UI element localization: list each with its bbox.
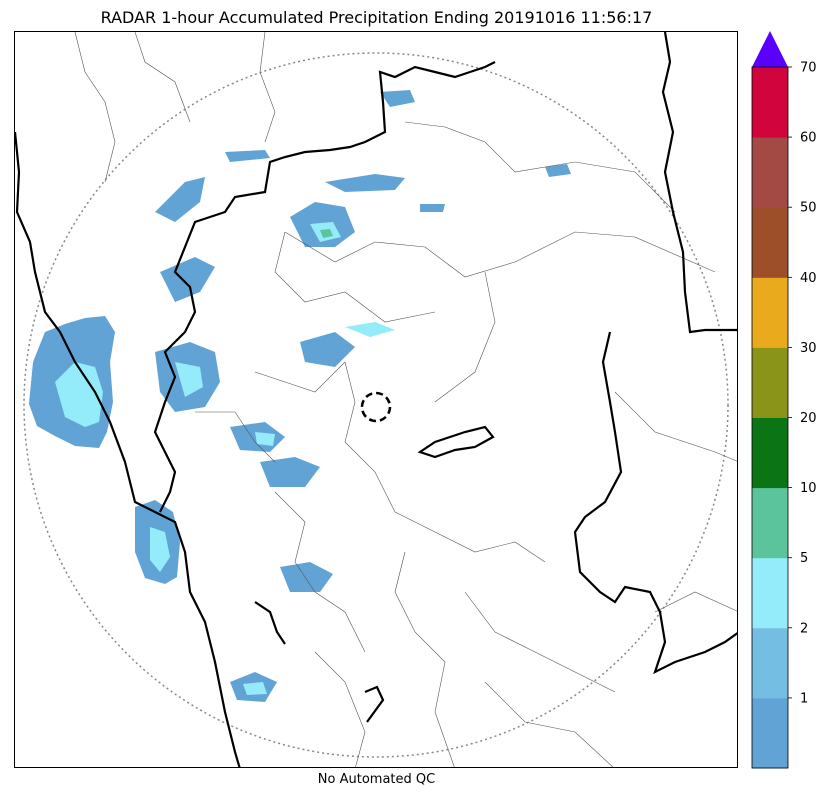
colorbar-bin: [752, 67, 788, 138]
colorbar-tick-label: 20: [800, 411, 817, 426]
colorbar: 1 2 5 10 20 30 40 50 60 70: [751, 31, 817, 769]
colorbar-bin: [752, 277, 788, 348]
range-ring: [23, 52, 729, 758]
echo-band-2: [160, 257, 215, 302]
colorbar-bin: [752, 347, 788, 418]
colorbar-tick-label: 5: [800, 551, 808, 566]
echo-south-2-core: [243, 682, 267, 695]
colorbar-tick-label: 2: [800, 621, 808, 636]
colorbar-tick-label: 60: [800, 131, 817, 146]
colorbar-bin: [752, 137, 788, 208]
colorbar-svg: 1 2 5 10 20 30 40 50 60 70: [751, 31, 817, 769]
colorbar-bin: [752, 557, 788, 629]
echo-south-coast-core: [150, 527, 170, 572]
echo-band-3-core: [175, 362, 203, 397]
echo-south-1: [280, 562, 333, 592]
echo-band-1: [155, 177, 205, 222]
echo-middle-1: [300, 332, 355, 367]
colorbar-tick-label: 50: [800, 201, 817, 216]
colorbar-bin: [752, 627, 788, 699]
echo-strip-3: [420, 204, 445, 212]
map-title: RADAR 1-hour Accumulated Precipitation E…: [100, 8, 653, 27]
echo-middle-3: [260, 457, 320, 487]
qc-note: No Automated QC: [317, 772, 436, 787]
echo-middle-2-core: [255, 432, 275, 446]
colorbar-bin: [752, 487, 788, 559]
echo-strip-2: [225, 150, 270, 162]
echo-east: [545, 164, 571, 177]
colorbar-tick-label: 1: [800, 691, 808, 706]
radar-map-svg: [15, 32, 737, 767]
colorbar-bin: [752, 697, 788, 769]
state-boundaries: [15, 32, 737, 767]
colorbar-tick-label: 40: [800, 271, 817, 286]
colorbar-extend-triangle: [752, 31, 788, 67]
echo-strip-1: [325, 174, 405, 192]
colorbar-bin: [752, 207, 788, 278]
echo-strip-4: [345, 322, 395, 337]
echo-coastal-west-core: [55, 362, 103, 427]
district-boundaries: [74, 32, 737, 767]
radar-map: [14, 31, 738, 768]
colorbar-tick-label: 70: [800, 61, 817, 76]
colorbar-tick-label: 30: [800, 341, 817, 356]
echo-center-north-green: [320, 229, 333, 238]
radar-site-marker: [360, 391, 392, 423]
colorbar-tick-label: 10: [800, 481, 817, 496]
colorbar-bin: [752, 417, 788, 489]
echo-northeast: [380, 90, 415, 107]
precipitation-echoes: [29, 90, 571, 702]
